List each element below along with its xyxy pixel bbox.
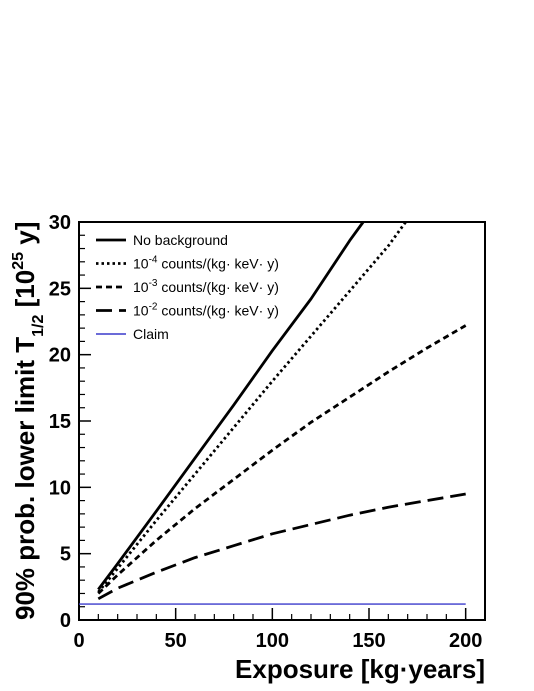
legend-1e-3: 10-3 counts/(kg· keV· y): [133, 278, 279, 295]
legend-claim: Claim: [133, 326, 169, 342]
legend-label-text: counts/(kg· keV· y): [157, 279, 278, 295]
y-tick-label: 30: [49, 212, 71, 234]
series-1e-3-counts: [97, 324, 467, 595]
legend-label-text: counts/(kg· keV· y): [157, 256, 278, 272]
y-tick-label: 10: [49, 477, 71, 499]
y-axis-title-unit-close: y]: [10, 222, 40, 252]
series-1e-2-counts: [97, 492, 466, 601]
y-tick-label: 15: [49, 411, 71, 433]
series-1e-4-counts: [97, 221, 407, 593]
x-tick-label: 100: [256, 630, 289, 652]
legend-label-base: 10: [133, 256, 149, 272]
y-axis-title-main: 90% prob. lower limit T: [10, 337, 40, 620]
y-tick-label: 5: [60, 544, 71, 566]
legend-1e-4: 10-4 counts/(kg· keV· y): [133, 255, 279, 272]
x-tick-label: 200: [449, 630, 482, 652]
legend-label-exponent: -3: [149, 278, 158, 289]
legend-no-background: No background: [133, 232, 228, 248]
y-tick-label: 20: [49, 345, 71, 367]
legend-1e-2: 10-2 counts/(kg· keV· y): [133, 302, 279, 319]
series-group: [79, 221, 467, 605]
legend-label-exponent: -2: [149, 302, 158, 313]
x-axis-title: Exposure [kg·years]: [235, 654, 485, 684]
x-tick-label: 50: [165, 630, 187, 652]
y-tick-label: 25: [49, 278, 71, 300]
legend-label-exponent: -4: [149, 255, 158, 266]
legend-label-base: 10: [133, 303, 149, 319]
y-axis-title-unit-open: [10: [10, 270, 40, 315]
x-tick-label: 150: [352, 630, 385, 652]
y-axis-title-subscript: 1/2: [30, 315, 47, 337]
legend-label-base: 10: [133, 279, 149, 295]
x-tick-label: 0: [73, 630, 84, 652]
series-no-background: [97, 221, 365, 591]
y-axis-title: 90% prob. lower limit T1/2 [1025 y]: [10, 222, 47, 620]
y-axis-title-unit-exponent: 25: [10, 252, 27, 270]
axis-ticks: 0 50 100 150 200 0 5 10 15 20 25 30: [49, 212, 486, 652]
legend-label-text: counts/(kg· keV· y): [157, 303, 278, 319]
y-tick-label: 0: [60, 610, 71, 632]
